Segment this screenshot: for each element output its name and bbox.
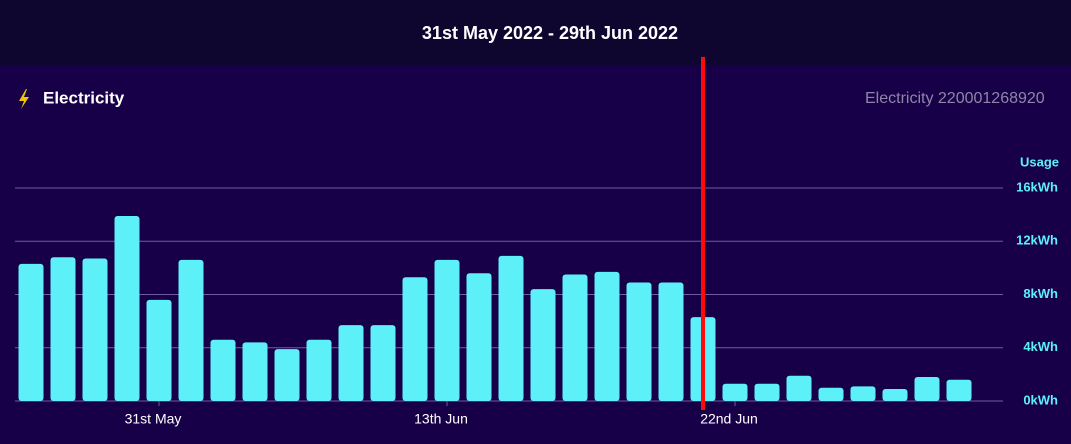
bar xyxy=(114,215,140,401)
bar xyxy=(754,383,780,401)
panel-title: Electricity xyxy=(43,88,125,107)
bar xyxy=(498,255,524,401)
bar xyxy=(658,282,684,401)
y-axis-label: Usage xyxy=(1020,154,1059,169)
y-tick-label: 12kWh xyxy=(1016,233,1058,248)
bar xyxy=(946,379,972,401)
bar xyxy=(530,289,556,401)
bar xyxy=(338,325,364,401)
bar xyxy=(274,349,300,401)
bar xyxy=(18,263,44,401)
bar xyxy=(402,277,428,401)
y-tick-label: 4kWh xyxy=(1023,339,1058,354)
bar xyxy=(434,259,460,401)
bar xyxy=(82,258,108,401)
meter-label: Electricity 220001268920 xyxy=(865,90,1045,107)
header-bar xyxy=(0,0,1071,65)
bar xyxy=(50,257,76,401)
x-tick-label: 13th Jun xyxy=(414,411,468,427)
bar xyxy=(466,273,492,401)
bar xyxy=(178,259,204,401)
y-tick-label: 8kWh xyxy=(1023,286,1058,301)
x-tick-label: 31st May xyxy=(125,411,182,427)
bar xyxy=(562,274,588,401)
y-tick-label: 0kWh xyxy=(1023,392,1058,407)
bar xyxy=(370,325,396,401)
bar xyxy=(786,375,812,401)
y-tick-label: 16kWh xyxy=(1016,179,1058,194)
bar xyxy=(146,299,172,401)
bar xyxy=(882,389,908,401)
bar xyxy=(818,387,844,401)
lightning-icon xyxy=(19,89,29,109)
bar xyxy=(722,383,748,401)
bar xyxy=(850,386,876,401)
bar xyxy=(626,282,652,401)
chart-title: 31st May 2022 - 29th Jun 2022 xyxy=(422,23,678,43)
x-tick-label: 22nd Jun xyxy=(700,411,758,427)
bar xyxy=(306,339,332,401)
bar xyxy=(210,339,236,401)
bar xyxy=(914,377,940,401)
bar xyxy=(594,271,620,401)
bar xyxy=(242,342,268,401)
